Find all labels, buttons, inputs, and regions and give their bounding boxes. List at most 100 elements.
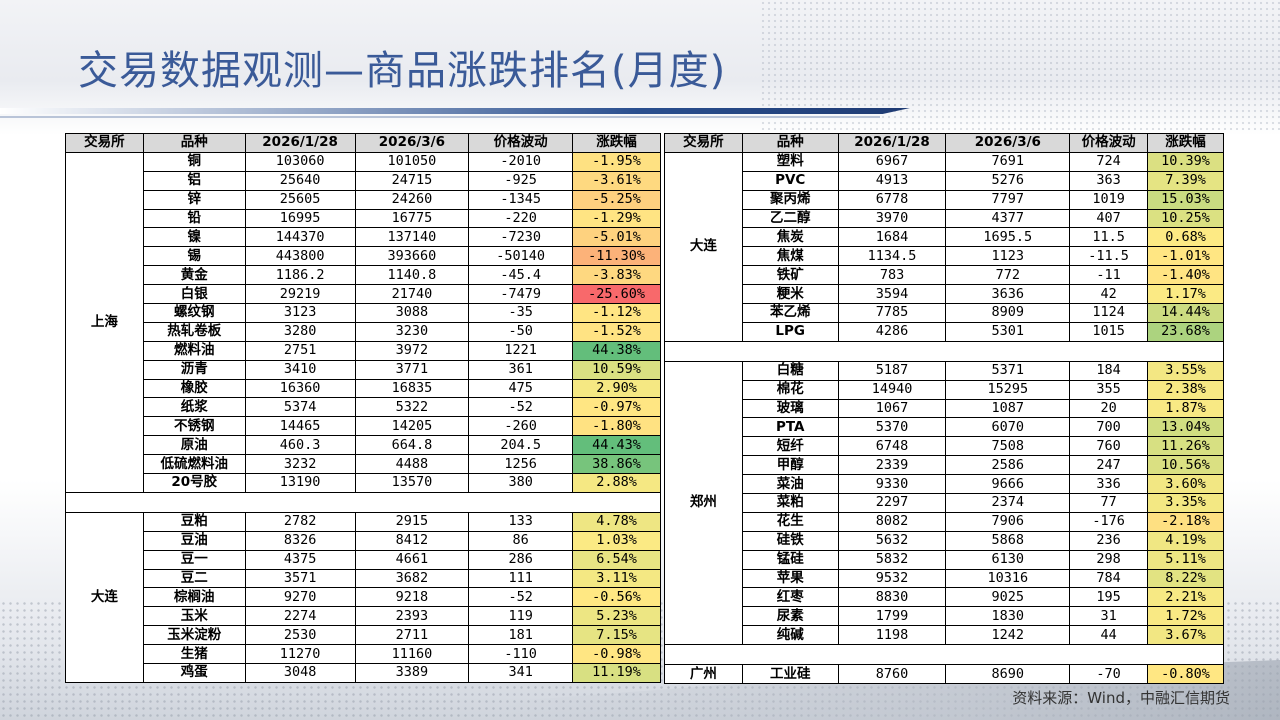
pct-change-cell: -1.80% xyxy=(572,416,661,437)
price-change-cell: 195 xyxy=(1069,587,1149,608)
product-cell: 焦煤 xyxy=(741,246,839,267)
end-price-cell: 8690 xyxy=(945,664,1071,685)
end-price-cell: 4488 xyxy=(354,454,470,475)
table-row: 纯碱 1198 1242 44 3.67% xyxy=(665,625,1224,646)
pct-change-cell: 5.11% xyxy=(1147,549,1224,570)
header-product: 品种 xyxy=(142,133,246,153)
start-price-cell: 3048 xyxy=(244,663,356,683)
start-price-cell: 16360 xyxy=(244,378,356,399)
start-price-cell: 2274 xyxy=(244,606,356,627)
exchange-cell: 大连 xyxy=(65,511,144,683)
product-cell: 菜粕 xyxy=(741,493,839,513)
end-price-cell: 4377 xyxy=(945,208,1071,229)
pct-change-cell: -5.25% xyxy=(572,189,661,210)
product-cell: 不锈钢 xyxy=(142,416,246,437)
product-cell: 花生 xyxy=(741,511,839,532)
product-cell: 橡胶 xyxy=(142,378,246,399)
end-price-cell: 1830 xyxy=(945,606,1071,627)
product-cell: 硅铁 xyxy=(741,530,839,551)
start-price-cell: 783 xyxy=(837,265,947,286)
table-row: 短纤 6748 7508 760 11.26% xyxy=(665,436,1224,457)
table-row: 菜粕 2297 2374 77 3.35% xyxy=(665,493,1224,513)
price-change-cell: -52 xyxy=(468,587,574,608)
start-price-cell: 1684 xyxy=(837,227,947,248)
product-cell: 热轧卷板 xyxy=(142,321,246,342)
header-exchange: 交易所 xyxy=(664,133,743,153)
end-price-cell: 14205 xyxy=(354,416,470,437)
table-row: 郑州 白糖 5187 5371 184 3.55% xyxy=(664,360,1224,646)
end-price-cell: 9218 xyxy=(354,587,470,608)
pct-change-cell: -1.52% xyxy=(572,321,661,342)
table-row: PVC 4913 5276 363 7.39% xyxy=(665,170,1224,191)
product-cell: 乙二醇 xyxy=(741,208,839,229)
product-cell: 豆油 xyxy=(142,530,246,551)
table-row: LPG 4286 5301 1015 23.68% xyxy=(665,321,1224,342)
pct-change-cell: 3.67% xyxy=(1147,625,1224,646)
source-note: 资料来源：Wind，中融汇信期货 xyxy=(1012,689,1230,707)
group-separator-row xyxy=(65,491,661,513)
price-change-cell: -7479 xyxy=(468,284,574,305)
product-cell: 纯碱 xyxy=(741,625,839,646)
pct-change-cell: -3.83% xyxy=(572,265,661,286)
pct-change-cell: 8.22% xyxy=(1147,568,1224,589)
start-price-cell: 1134.5 xyxy=(837,246,947,267)
table-row: 螺纹钢 3123 3088 -35 -1.12% xyxy=(66,303,661,323)
price-change-cell: -11 xyxy=(1069,265,1149,286)
table-row: 锡 443800 393660 -50140 -11.30% xyxy=(66,246,661,267)
start-price-cell: 14465 xyxy=(244,416,356,437)
start-price-cell: 5187 xyxy=(837,360,947,381)
pct-change-cell: 10.59% xyxy=(572,359,661,380)
product-cell: 锌 xyxy=(142,189,246,210)
price-change-cell: 784 xyxy=(1069,568,1149,589)
header-exchange: 交易所 xyxy=(65,133,144,153)
table-row: 粳米 3594 3636 42 1.17% xyxy=(665,284,1224,305)
end-price-cell: 9025 xyxy=(945,587,1071,608)
pct-change-cell: -25.60% xyxy=(572,284,661,305)
product-cell: 菜油 xyxy=(741,474,839,495)
price-change-cell: -2010 xyxy=(468,151,574,172)
price-change-cell: 247 xyxy=(1069,455,1149,476)
end-price-cell: 3972 xyxy=(354,340,470,361)
title-accent-line xyxy=(0,116,880,118)
product-cell: 燃料油 xyxy=(142,340,246,361)
pct-change-cell: 3.60% xyxy=(1147,474,1224,495)
start-price-cell: 9270 xyxy=(244,587,356,608)
table-row: 纸浆 5374 5322 -52 -0.97% xyxy=(66,397,661,418)
pct-change-cell: 44.38% xyxy=(572,340,661,361)
pct-change-cell: 38.86% xyxy=(572,454,661,475)
product-cell: 锰硅 xyxy=(741,549,839,570)
price-change-cell: 204.5 xyxy=(468,435,574,456)
pct-change-cell: 3.11% xyxy=(572,568,661,589)
price-change-cell: 11.5 xyxy=(1069,227,1149,248)
product-cell: 甲醇 xyxy=(741,455,839,476)
exchange-cell: 郑州 xyxy=(664,360,743,646)
table-row: 鸡蛋 3048 3389 341 11.19% xyxy=(66,663,661,683)
end-price-cell: 16775 xyxy=(354,208,470,229)
table-row: 玉米 2274 2393 119 5.23% xyxy=(66,606,661,627)
end-price-cell: 664.8 xyxy=(354,435,470,456)
product-cell: 玉米 xyxy=(142,606,246,627)
end-price-cell: 101050 xyxy=(354,151,470,172)
end-price-cell: 24715 xyxy=(354,170,470,191)
end-price-cell: 3682 xyxy=(354,568,470,589)
pct-change-cell: 1.72% xyxy=(1147,606,1224,627)
end-price-cell: 3771 xyxy=(354,359,470,380)
product-cell: 沥青 xyxy=(142,359,246,380)
start-price-cell: 25640 xyxy=(244,170,356,191)
exchange-cell: 广州 xyxy=(664,664,743,685)
pct-change-cell: -11.30% xyxy=(572,246,661,267)
price-change-cell: 1019 xyxy=(1069,189,1149,210)
price-change-cell: 42 xyxy=(1069,284,1149,305)
table-row: 豆油 8326 8412 86 1.03% xyxy=(66,530,661,551)
table-row: 甲醇 2339 2586 247 10.56% xyxy=(665,455,1224,476)
price-change-cell: 336 xyxy=(1069,474,1149,495)
pct-change-cell: 10.39% xyxy=(1147,151,1224,172)
price-change-cell: -110 xyxy=(468,644,574,665)
price-change-cell: 86 xyxy=(468,530,574,551)
price-change-cell: 407 xyxy=(1069,208,1149,229)
price-change-cell: 363 xyxy=(1069,170,1149,191)
pct-change-cell: -5.01% xyxy=(572,227,661,248)
pct-change-cell: 11.26% xyxy=(1147,436,1224,457)
pct-change-cell: -3.61% xyxy=(572,170,661,191)
price-change-cell: -260 xyxy=(468,416,574,437)
